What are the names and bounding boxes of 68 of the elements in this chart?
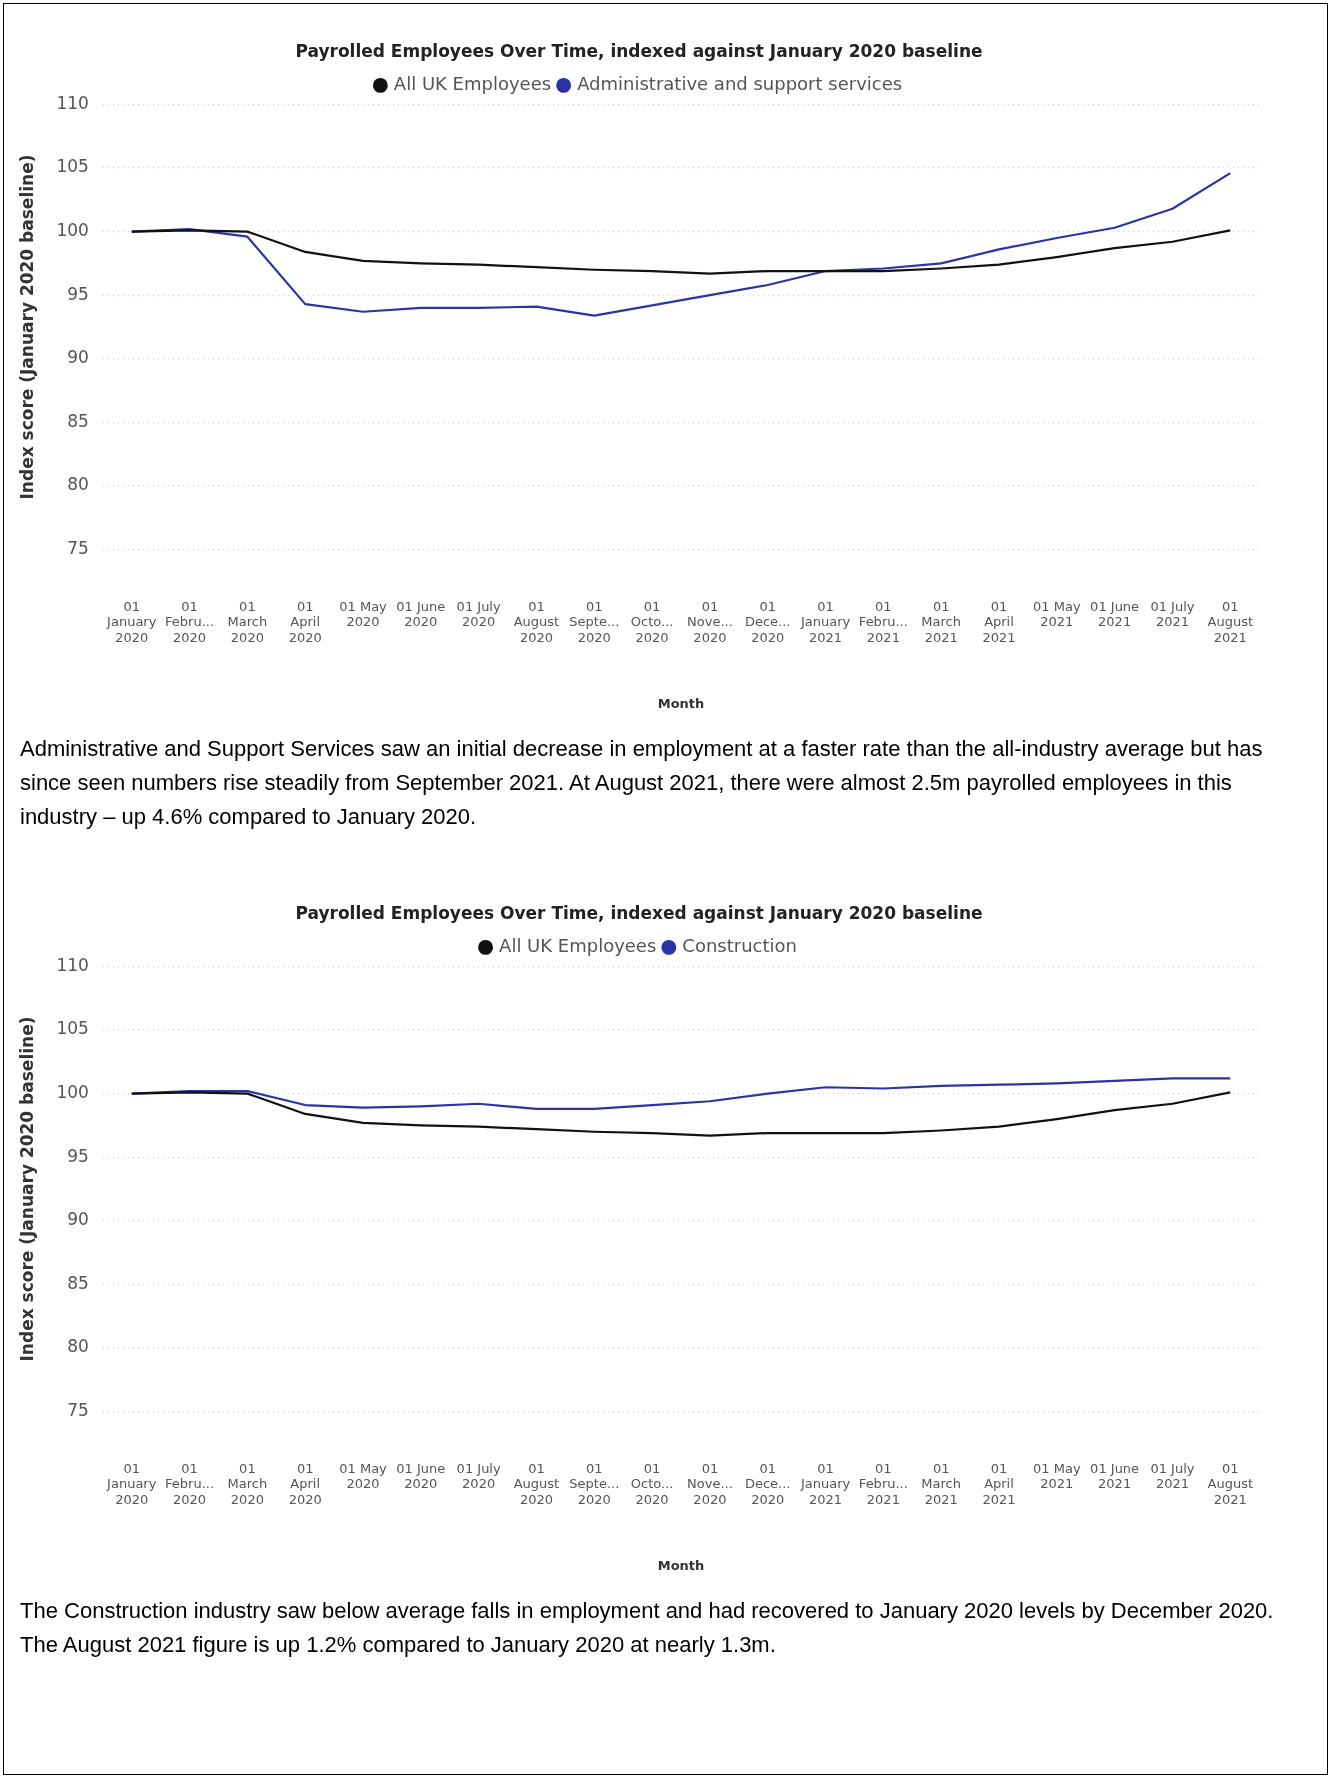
x-tick-label: 01 January 2020 <box>106 1460 157 1507</box>
x-tick-label: 01 June 2021 <box>1090 1460 1140 1492</box>
x-tick-label: 01 August 2020 <box>513 598 560 645</box>
y-tick-label: 100 <box>56 220 89 241</box>
x-tick-label: 01 June 2020 <box>396 1460 446 1492</box>
x-tick-label: 01 Nove... 2020 <box>687 1460 733 1507</box>
x-tick-label: 01 March 2021 <box>921 1460 961 1507</box>
x-tick-label: 01 April 2020 <box>288 1460 322 1507</box>
y-tick-label: 110 <box>56 954 89 975</box>
y-tick-label: 75 <box>67 538 89 559</box>
x-tick-label: 01 August 2021 <box>1207 598 1253 645</box>
y-tick-label: 75 <box>67 1400 89 1421</box>
x-tick-label: 01 January 2021 <box>799 1460 851 1507</box>
x-tick-label: 01 March 2021 <box>921 598 961 645</box>
x-tick-label: 01 July 2020 <box>456 1460 501 1492</box>
x-tick-label: 01 Dece... 2020 <box>744 598 791 645</box>
y-tick-label: 85 <box>67 1272 89 1293</box>
x-tick-label: 01 June 2021 <box>1090 598 1140 630</box>
x-tick-label: 01 July 2021 <box>1150 598 1195 630</box>
x-tick-label: 01 Febru... 2020 <box>165 598 215 645</box>
x-tick-label: 01 Nove... 2020 <box>687 598 733 645</box>
x-tick-label: 01 Febru... 2021 <box>858 1460 908 1507</box>
x-tick-label: 01 August 2021 <box>1207 1460 1253 1507</box>
x-tick-label: 01 June 2020 <box>396 598 446 630</box>
text: Administrative and Support Services saw an initial decrease in employment at a faster rate than the all-industry average but has since seen numbers rise steadily from September 2021. At August 2021, there were almost 2.5m payrolled employees in this industry – up 4.6% compared to January 2020. <box>20 735 1264 831</box>
legend-label: All UK Employees <box>499 935 657 957</box>
x-tick-label: 01 Octo... 2020 <box>630 598 674 645</box>
legend-label: All UK Employees <box>393 73 552 95</box>
x-tick-label: 01 April 2021 <box>982 1460 1016 1507</box>
y-tick-label: 95 <box>67 1145 89 1166</box>
x-tick-label: 01 Febru... 2021 <box>858 598 908 645</box>
y-tick-label: 100 <box>56 1082 89 1103</box>
legend-label: Construction <box>682 935 797 957</box>
x-axis-title: Month <box>657 695 705 711</box>
x-tick-label: 01 July 2021 <box>1150 1460 1195 1492</box>
x-tick-label: 01 Febru... 2020 <box>165 1460 215 1507</box>
x-tick-label: 01 Septe... 2020 <box>569 1460 620 1507</box>
x-axis-title: Month <box>657 1557 705 1573</box>
text: The Construction industry saw below average falls in employment and had recovered to January 2020 levels by December 2020. The August 2021 figure is up 1.2% compared to January 2020 at nearly 1.3m. <box>20 1597 1275 1659</box>
x-tick-label: 01 May 2021 <box>1033 1460 1081 1492</box>
y-tick-label: 105 <box>56 1018 89 1039</box>
x-tick-label: 01 Dece... 2020 <box>744 1460 791 1507</box>
x-tick-label: 01 April 2020 <box>288 598 322 645</box>
x-tick-label: 01 January 2020 <box>106 598 157 645</box>
x-tick-label: 01 July 2020 <box>456 598 501 630</box>
chart-title: Payrolled Employees Over Time, indexed against January 2020 baseline <box>295 902 983 923</box>
y-tick-label: 80 <box>67 474 89 495</box>
y-tick-label: 105 <box>56 156 89 177</box>
x-tick-label: 01 August 2020 <box>513 1460 560 1507</box>
y-tick-label: 90 <box>67 347 89 368</box>
y-tick-label: 80 <box>67 1336 89 1357</box>
y-tick-label: 95 <box>67 283 89 304</box>
x-tick-label: 01 March 2020 <box>227 1460 268 1507</box>
y-axis-title: Index score (January 2020 baseline) <box>16 1016 37 1362</box>
y-tick-label: 110 <box>56 92 89 113</box>
x-tick-label: 01 March 2020 <box>227 598 268 645</box>
x-tick-label: 01 Septe... 2020 <box>569 598 620 645</box>
x-tick-label: 01 May 2020 <box>339 598 388 630</box>
y-axis-title: Index score (January 2020 baseline) <box>16 154 37 500</box>
x-tick-label: 01 Octo... 2020 <box>630 1460 674 1507</box>
chart-title: Payrolled Employees Over Time, indexed against January 2020 baseline <box>295 40 983 61</box>
x-tick-label: 01 May 2020 <box>339 1460 388 1492</box>
x-tick-label: 01 January 2021 <box>799 598 851 645</box>
x-tick-label: 01 May 2021 <box>1033 598 1081 630</box>
x-tick-label: 01 April 2021 <box>982 598 1016 645</box>
y-tick-label: 85 <box>67 410 89 431</box>
y-tick-label: 90 <box>67 1209 89 1230</box>
legend-label: Administrative and support services <box>577 73 903 95</box>
